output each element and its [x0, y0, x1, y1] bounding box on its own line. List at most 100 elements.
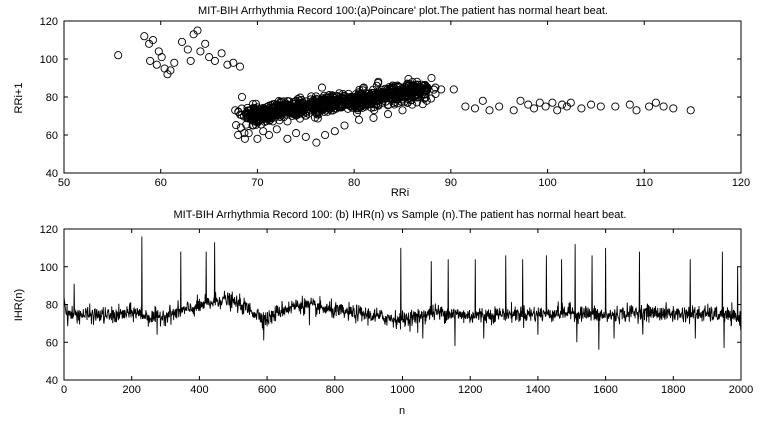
poincare-point [596, 102, 605, 111]
ihr-title: MIT-BIH Arrhythmia Record 100: (b) IHR(n… [173, 209, 626, 221]
poincare-point [152, 60, 161, 69]
poincare-point [300, 104, 309, 114]
poincare-point [170, 58, 179, 67]
poincare-point [210, 56, 219, 65]
poincare-ylabel: RRi+1 [13, 83, 25, 114]
poincare-point [625, 100, 634, 109]
poincare-point [264, 130, 274, 140]
poincare-point [318, 99, 327, 108]
poincare-point [315, 96, 324, 105]
poincare-point [374, 77, 383, 86]
ihr-ytick-label: 120 [40, 224, 58, 236]
poincare-point [651, 98, 660, 107]
poincare-point [246, 111, 255, 120]
poincare-xtick-label: 100 [538, 177, 556, 189]
poincare-point [334, 102, 343, 112]
poincare-point [611, 102, 620, 111]
poincare-point [645, 102, 654, 111]
poincare-xlabel: RRi [391, 187, 409, 199]
poincare-point [262, 114, 272, 123]
poincare-point [410, 92, 419, 101]
poincare-ytick-label: 80 [46, 92, 58, 104]
poincare-point [177, 37, 187, 46]
poincare-point [313, 99, 322, 108]
poincare-xtick-label: 70 [251, 177, 263, 189]
poincare-title: MIT-BIH Arrhythmia Record 100:(a)Poincar… [198, 5, 608, 17]
poincare-point [321, 130, 330, 140]
poincare-point [355, 97, 364, 106]
poincare-point [422, 96, 431, 105]
poincare-point [587, 100, 596, 109]
poincare-xtick-label: 80 [348, 177, 360, 189]
poincare-point [249, 113, 258, 122]
poincare-point [383, 110, 393, 119]
poincare-point [632, 106, 641, 115]
poincare-point [253, 134, 262, 143]
poincare-point [397, 92, 406, 101]
poincare-xtick-label: 110 [636, 177, 654, 189]
poincare-point [317, 98, 326, 107]
poincare-point [251, 99, 260, 108]
poincare-point [558, 100, 567, 109]
poincare-point [232, 121, 241, 130]
poincare-point [146, 56, 155, 65]
poincare-point [449, 85, 458, 94]
poincare-point [566, 98, 575, 107]
poincare-point [577, 104, 586, 113]
ihr-xtick-label: 2000 [729, 384, 753, 396]
poincare-point [404, 87, 413, 96]
poincare-point [279, 112, 289, 122]
poincare-point [659, 102, 668, 111]
ihr-xtick-label: 1200 [458, 384, 482, 396]
poincare-point [240, 129, 249, 138]
poincare-point [244, 129, 253, 138]
poincare-xtick-label: 60 [155, 177, 167, 189]
poincare-point [548, 98, 557, 107]
poincare-point [350, 98, 359, 107]
poincare-point [299, 103, 308, 112]
poincare-point [516, 96, 525, 105]
poincare-point [535, 98, 544, 107]
ihr-ytick-label: 60 [46, 337, 58, 349]
poincare-point [391, 97, 400, 107]
poincare-point [344, 97, 353, 106]
poincare-xtick-label: 90 [445, 177, 457, 189]
poincare-point [328, 92, 338, 102]
poincare-point [229, 58, 238, 67]
poincare-point [370, 100, 379, 109]
poincare-point [193, 26, 202, 35]
poincare-point [248, 99, 258, 109]
poincare-xtick-label: 120 [732, 177, 750, 189]
poincare-point [422, 86, 432, 95]
poincare-point [240, 134, 249, 143]
poincare-point [268, 103, 277, 112]
poincare-point [541, 102, 550, 111]
poincare-point [385, 84, 394, 93]
poincare-point [148, 35, 158, 45]
poincare-ytick-label: 120 [40, 16, 58, 28]
poincare-point [283, 134, 292, 143]
poincare-points [114, 26, 695, 147]
poincare-point [272, 125, 281, 134]
poincare-ytick-label: 40 [46, 168, 58, 180]
ihr-xtick-label: 0 [61, 384, 67, 396]
poincare-point [317, 83, 327, 92]
poincare-ytick-label: 60 [46, 130, 58, 142]
poincare-point [470, 104, 480, 113]
poincare-point [154, 47, 163, 56]
ihr-xtick-label: 600 [258, 384, 276, 396]
poincare-point [404, 84, 413, 94]
ihr-xtick-label: 200 [123, 384, 141, 396]
poincare-point [183, 45, 192, 54]
poincare-point [217, 49, 226, 58]
poincare-point [292, 129, 301, 138]
poincare-point [205, 53, 214, 62]
poincare-point [431, 83, 440, 92]
poincare-point [301, 132, 310, 141]
poincare-ytick-label: 100 [40, 54, 58, 66]
poincare-point [359, 83, 368, 92]
poincare-point [355, 103, 364, 112]
poincare-point [330, 127, 339, 136]
poincare-point [245, 106, 255, 115]
